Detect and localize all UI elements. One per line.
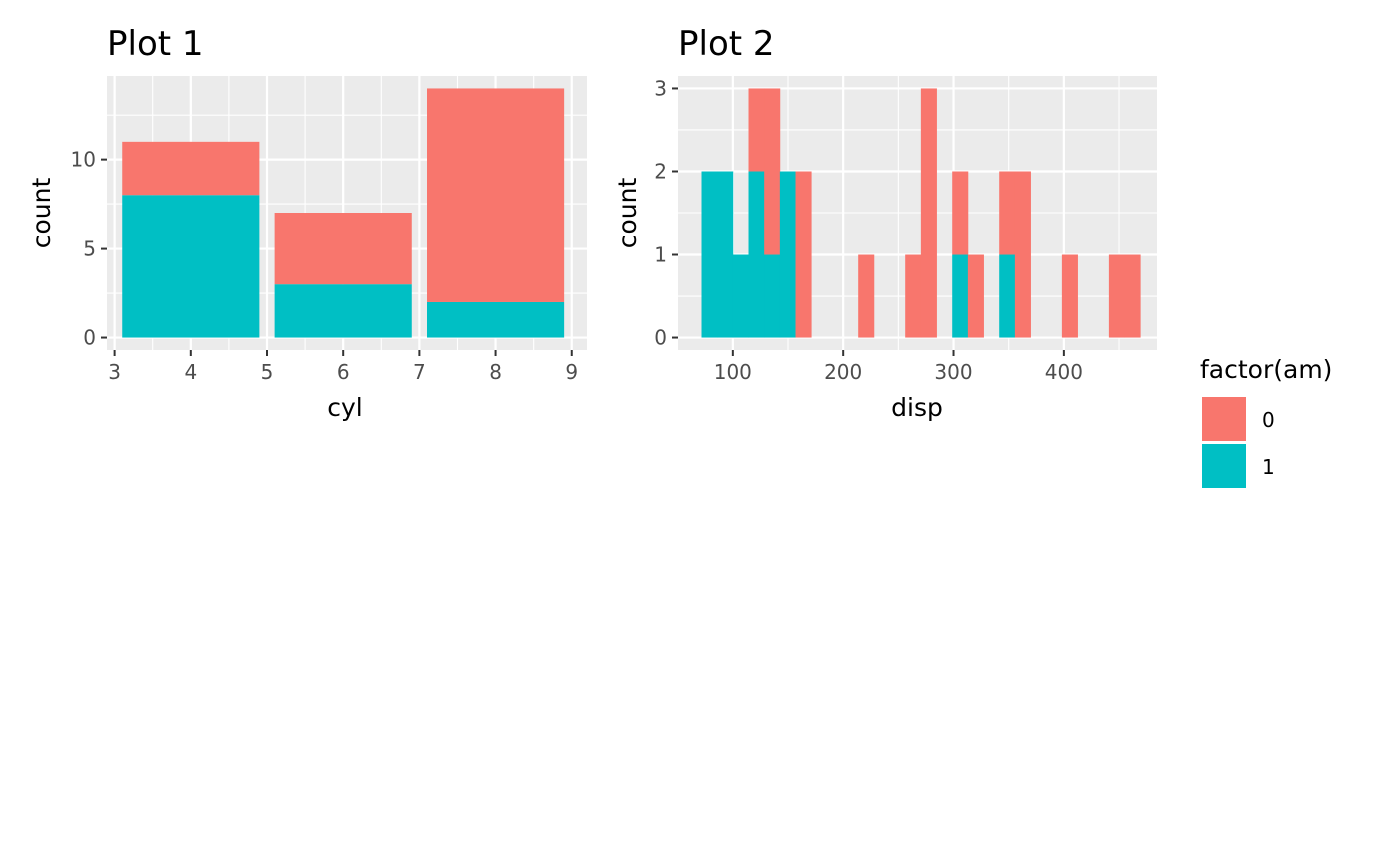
plot-2-bin-4-am-1 bbox=[764, 254, 781, 338]
plot-2-bin-16-am-0 bbox=[1124, 254, 1141, 338]
plot-2-bin-3-am-0 bbox=[748, 88, 765, 172]
plot-2-bin-14-am-0 bbox=[1061, 254, 1078, 338]
plot-1-title: Plot 1 bbox=[107, 24, 204, 64]
plot-2-bin-3-am-1 bbox=[748, 171, 765, 338]
p2-x-tick-label: 100 bbox=[714, 360, 752, 384]
plot-1-bar-cyl-8-am-1 bbox=[427, 301, 565, 338]
plot-2: Plot 2 100 200 300 400 0 1 2 3 disp count bbox=[613, 24, 1157, 422]
p1-y-tick-label: 10 bbox=[71, 148, 96, 172]
p1-x-tick-label: 9 bbox=[565, 360, 578, 384]
plot-2-bars bbox=[701, 88, 1141, 338]
plot-1-x-axis-title: cyl bbox=[327, 393, 363, 422]
p2-y-tick-label: 0 bbox=[654, 326, 667, 350]
plot-2-bin-11-am-0 bbox=[967, 254, 984, 338]
p1-x-tick-label: 5 bbox=[261, 360, 274, 384]
plot-1-bar-cyl-6-am-1 bbox=[274, 284, 412, 338]
plot-2-bin-6-am-0 bbox=[795, 171, 812, 338]
legend-key-am-0 bbox=[1202, 397, 1246, 441]
plot-2-bin-2-am-1 bbox=[732, 254, 749, 338]
plot-1: Plot 1 3 4 5 6 7 8 9 0 5 10 cyl count bbox=[27, 24, 587, 422]
plot-2-bin-9-am-0 bbox=[920, 88, 937, 338]
p2-x-tick-label: 400 bbox=[1045, 360, 1083, 384]
legend-label-am-0: 0 bbox=[1262, 408, 1275, 432]
p2-x-tick-label: 200 bbox=[824, 360, 862, 384]
plot-1-bar-cyl-8-am-0 bbox=[427, 88, 565, 302]
plot-2-bin-5-am-1 bbox=[779, 171, 796, 338]
plot-1-axes: 3 4 5 6 7 8 9 0 5 10 bbox=[71, 148, 579, 384]
p1-x-tick-label: 4 bbox=[184, 360, 197, 384]
plot-2-bin-10-am-0 bbox=[952, 171, 969, 255]
p1-y-tick-label: 0 bbox=[83, 326, 96, 350]
plot-2-bin-7-am-0 bbox=[858, 254, 875, 338]
plot-1-y-axis-title: count bbox=[27, 178, 56, 249]
plot-2-bin-0-am-1 bbox=[701, 171, 718, 338]
p1-x-tick-label: 3 bbox=[108, 360, 121, 384]
p1-x-tick-label: 8 bbox=[489, 360, 502, 384]
plot-1-bar-cyl-6-am-0 bbox=[274, 213, 412, 285]
plot-2-bin-10-am-1 bbox=[952, 254, 969, 338]
plot-2-bin-12-am-1 bbox=[999, 254, 1016, 338]
plot-2-bin-1-am-1 bbox=[717, 171, 734, 338]
plot-2-bin-15-am-0 bbox=[1108, 254, 1125, 338]
plot-2-bin-8-am-0 bbox=[905, 254, 922, 338]
p2-y-tick-label: 3 bbox=[654, 76, 667, 100]
plot-1-bars bbox=[122, 88, 565, 338]
plot-1-bar-cyl-4-am-0 bbox=[122, 141, 260, 196]
p1-y-tick-label: 5 bbox=[83, 237, 96, 261]
p2-y-tick-label: 2 bbox=[654, 159, 667, 183]
legend-title: factor(am) bbox=[1200, 355, 1332, 384]
p1-x-tick-label: 7 bbox=[413, 360, 426, 384]
p2-y-tick-label: 1 bbox=[654, 243, 667, 267]
p2-x-tick-label: 300 bbox=[934, 360, 972, 384]
plot-2-title: Plot 2 bbox=[678, 24, 775, 64]
plot-1-bar-cyl-4-am-1 bbox=[122, 195, 260, 338]
plot-2-y-axis-title: count bbox=[613, 178, 642, 249]
legend-key-am-1 bbox=[1202, 444, 1246, 488]
plot-2-bin-13-am-0 bbox=[1014, 171, 1031, 338]
plot-2-bin-12-am-0 bbox=[999, 171, 1016, 255]
legend-label-am-1: 1 bbox=[1262, 455, 1275, 479]
plot-2-bin-4-am-0 bbox=[764, 88, 781, 255]
legend: factor(am) 0 1 bbox=[1200, 355, 1332, 488]
p1-x-tick-label: 6 bbox=[337, 360, 350, 384]
plot-2-axes: 100 200 300 400 0 1 2 3 bbox=[654, 76, 1083, 384]
plot-2-x-axis-title: disp bbox=[891, 393, 943, 422]
